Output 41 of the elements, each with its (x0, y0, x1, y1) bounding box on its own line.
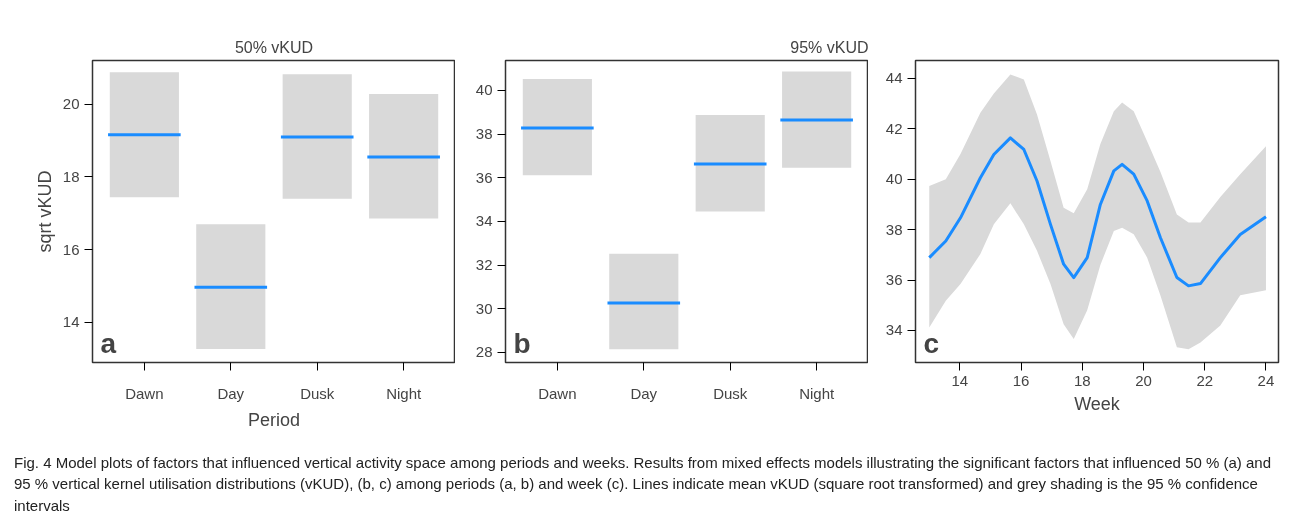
y-tick-label: 36 (475, 168, 493, 186)
line-series (927, 136, 1268, 288)
y-tick-label: 20 (62, 95, 80, 113)
y-axis-title: sqrt vKUD (34, 170, 55, 253)
x-tick-label: Day (630, 384, 658, 402)
x-tick-label: 22 (1196, 371, 1214, 389)
y-tick-label: 30 (475, 299, 493, 317)
x-tick-label: 20 (1135, 371, 1152, 389)
x-tick-label: 16 (1012, 371, 1030, 389)
chart-title: 50% vKUD (234, 38, 314, 56)
x-axis-title: Period (247, 409, 301, 430)
y-tick-label: 34 (885, 321, 903, 339)
y-tick-label: 32 (475, 256, 493, 274)
x-tick-label: Dusk (300, 384, 335, 402)
caption: Fig. 4 Model plots of factors that influenced vertical activity space among periods and weeks. Results from mixed effects models illustrating the significant factors that influenced 50 % (a) and 95 % vertical kernel utilisation distributions (vKUD), (b, c) among periods (a, b) and week (c). Lines indicate mean vKUD (square root transformed) and grey shading is the 95 % confidence intervals (14, 453, 1272, 516)
annotation: a (100, 327, 117, 359)
y-tick-label: 34 (475, 212, 493, 230)
x-tick-label: 14 (951, 371, 969, 389)
annotation: b (513, 327, 531, 359)
y-tick-label: 36 (885, 271, 903, 289)
x-tick-label: Dawn (538, 384, 577, 402)
y-tick-label: 40 (475, 81, 493, 99)
y-tick-label: 44 (885, 69, 903, 87)
y-tick-label: 40 (885, 170, 903, 188)
x-tick-label: Day (217, 384, 245, 402)
y-tick-label: 14 (62, 313, 80, 331)
x-tick-label: 18 (1073, 371, 1091, 389)
x-tick-label: Night (386, 384, 422, 402)
chart-title: 95% vKUD (790, 38, 869, 56)
x-tick-label: Dawn (125, 384, 164, 402)
x-tick-label: Dusk (713, 384, 748, 402)
y-tick-label: 42 (885, 119, 903, 137)
y-tick-label: 28 (475, 343, 493, 361)
x-tick-label: 24 (1257, 371, 1275, 389)
y-tick-label: 38 (475, 125, 493, 143)
annotation: c (923, 327, 940, 359)
y-tick-label: 38 (885, 220, 903, 238)
x-tick-label: Night (799, 384, 835, 402)
y-tick-label: 16 (62, 240, 80, 258)
y-tick-label: 18 (62, 167, 80, 185)
x-axis-title: Week (1074, 393, 1121, 414)
